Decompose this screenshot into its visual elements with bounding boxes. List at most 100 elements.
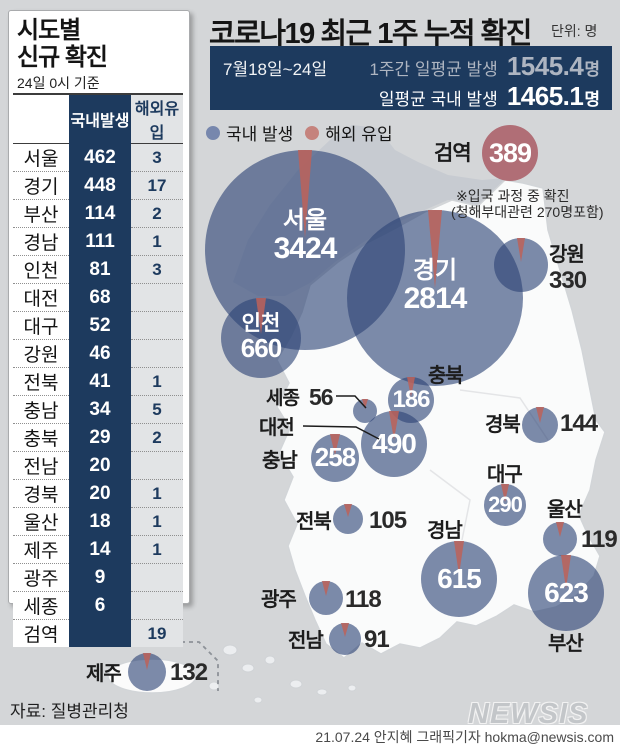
island (208, 681, 220, 691)
table-row: 충남 34 5 (13, 395, 183, 424)
table-row: 광주 9 (13, 563, 183, 592)
daejeon-label: 대전 (259, 417, 295, 439)
bubble-busan: 623 (528, 555, 604, 631)
table-row: 경북 20 1 (13, 479, 183, 508)
weekly-average-row: 1주간 일평균 발생 1545.4 명 (369, 51, 600, 82)
chungnam-label: 충남 (262, 450, 298, 472)
overseas-wedge (556, 522, 564, 537)
busan-label: 부산 (548, 633, 584, 655)
period-label: 7월18일~24일 (223, 60, 328, 79)
jeonbuk-value: 105 (369, 507, 407, 534)
panel-title: 시도별 신규 확진 (17, 17, 108, 71)
island (253, 696, 263, 704)
legend-domestic-label: 국내 발생 (226, 125, 294, 144)
legend-domestic: 국내 발생 (206, 120, 293, 145)
table-row: 제주 14 1 (13, 535, 183, 564)
overseas-dot-icon (305, 125, 320, 140)
overseas-wedge (344, 504, 352, 517)
bubble-value: 615 (437, 563, 482, 595)
bubble-value: 290 (488, 492, 523, 518)
bubble-jeju (128, 653, 166, 691)
jeonbuk-label: 전북 (296, 511, 332, 533)
table-row: 경기 448 17 (13, 171, 183, 200)
bubble-chungnam: 258 (311, 434, 359, 482)
gangwon-value: 330 (549, 267, 587, 294)
legend: 국내 발생 해외 유입 (206, 120, 393, 145)
jeju-value: 132 (170, 659, 208, 686)
table-row: 강원 46 (13, 339, 183, 368)
weekly-average-unit: 명 (584, 60, 600, 79)
bubble-value: 623 (544, 577, 589, 609)
header-empty-cell (13, 93, 69, 144)
quarantine-label: 검역 (434, 142, 472, 165)
overseas-wedge (322, 581, 330, 596)
bubble-value: 186 (392, 386, 430, 414)
table-row: 전남 20 (13, 451, 183, 480)
bubble-region-label: 인천 (241, 312, 281, 336)
ulsan-value: 119 (581, 526, 618, 553)
table-row: 경남 111 1 (13, 227, 183, 256)
bubble-gyeongnam: 615 (421, 541, 497, 617)
quarantine-note-line1: ※입국 과정 중 확진 (456, 188, 570, 204)
island (241, 663, 255, 673)
bubble-value: 490 (372, 428, 417, 460)
table-row: 검역 19 (13, 619, 183, 647)
overseas-wedge (536, 407, 544, 423)
island (289, 679, 303, 689)
bubble-daejeon: 490 (361, 411, 427, 477)
bubble-ulsan (543, 522, 577, 556)
weekly-average-value: 1545.4 (506, 51, 584, 81)
gyeongnam-label: 경남 (427, 520, 463, 542)
bubble-quarantine: 389 (482, 125, 538, 181)
bubble-gyeonggi: 경기 2814 (347, 210, 523, 386)
bubble-region-label: 경기 (412, 256, 458, 284)
daegu-label: 대구 (487, 464, 523, 486)
gyeongbuk-label: 경북 (485, 414, 521, 436)
table-row: 인천 81 3 (13, 255, 183, 284)
quarantine-note-line2: (청해부대관련 270명포함) (451, 204, 604, 221)
gwangju-label: 광주 (261, 589, 297, 611)
bubble-daegu: 290 (484, 484, 526, 526)
panel-subtitle: 24일 0시 기준 (17, 75, 100, 91)
overseas-wedge (143, 653, 151, 670)
island (222, 644, 238, 656)
bubble-gyeongbuk (522, 407, 558, 443)
bubble-gangwon (494, 238, 548, 292)
domestic-average-unit: 명 (584, 90, 600, 109)
unit-label: 단위: 명 (551, 23, 598, 39)
summary-bar: 7월18일~24일 1주간 일평균 발생 1545.4 명 일평균 국내 발생 … (210, 46, 612, 112)
table-row: 세종 6 (13, 591, 183, 620)
domestic-dot-icon (206, 125, 220, 140)
chungbuk-label: 충북 (428, 365, 464, 387)
panel-title-line1: 시도별 (17, 17, 81, 44)
gyeongbuk-value: 144 (560, 410, 598, 437)
table-row: 충북 29 2 (13, 423, 183, 452)
table-row: 전북 41 1 (13, 367, 183, 396)
footer-strip: 21.07.24 안지혜 그래픽기자 hokma@newsis.com (0, 725, 620, 745)
jeonnam-label: 전남 (288, 630, 324, 652)
newsis-logo: NEWSIS (468, 698, 589, 730)
table-row: 울산 18 1 (13, 507, 183, 536)
domestic-average-row: 일평균 국내 발생 1465.1 명 (379, 81, 600, 112)
bubble-value: 258 (314, 442, 356, 473)
page-title: 코로나19 최근 1주 누적 확진 (209, 18, 532, 50)
quarantine-note: ※입국 과정 중 확진 (청해부대관련 270명포함) (451, 188, 604, 220)
bubble-jeonnam (329, 623, 361, 655)
legend-overseas: 해외 유입 (305, 120, 393, 145)
bubble-jeonbuk (333, 504, 363, 534)
domestic-average-label: 일평균 국내 발생 (378, 90, 498, 109)
sejong-label: 세종 (266, 388, 300, 409)
table-row: 대전 68 (13, 283, 183, 312)
jeju-label: 제주 (86, 663, 122, 685)
overseas-wedge (341, 623, 349, 637)
byline-credit: 21.07.24 안지혜 그래픽기자 hokma@newsis.com (315, 729, 614, 745)
overseas-wedge (256, 298, 266, 334)
bubble-incheon: 인천 660 (221, 298, 301, 378)
island (316, 688, 328, 696)
overseas-wedge (362, 399, 368, 409)
island (347, 684, 357, 692)
header-domestic: 국내발생 (69, 93, 131, 144)
table-row: 서울 462 3 (13, 143, 183, 172)
overseas-wedge (517, 238, 525, 262)
